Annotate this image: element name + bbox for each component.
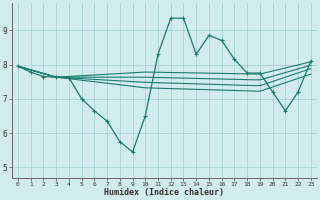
X-axis label: Humidex (Indice chaleur): Humidex (Indice chaleur): [104, 188, 224, 197]
